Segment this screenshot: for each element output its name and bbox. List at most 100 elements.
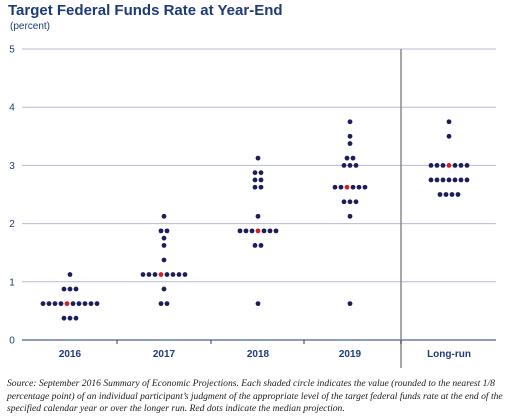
participant-dot — [428, 177, 434, 183]
participant-dot — [40, 301, 46, 307]
y-tick-label: 3 — [9, 161, 15, 172]
y-axis-ticks: 0 1 2 3 4 5 — [9, 45, 15, 347]
median-dot — [255, 228, 261, 234]
chart-title: Target Federal Funds Rate at Year-End — [8, 2, 283, 19]
participant-dot — [446, 133, 452, 139]
chart-footnote: Source: September 2016 Summary of Econom… — [7, 378, 503, 414]
participant-dot — [161, 257, 167, 263]
participant-dot — [267, 228, 273, 234]
x-category-label: 2016 — [59, 349, 82, 360]
participant-dot — [353, 163, 359, 168]
participant-dot — [252, 177, 258, 183]
participant-dot — [161, 243, 167, 248]
y-tick-label: 5 — [9, 45, 15, 56]
participant-dot — [434, 163, 440, 168]
participant-dot — [82, 301, 88, 307]
participant-dot — [452, 177, 458, 183]
participant-dot — [73, 286, 79, 292]
participant-dot — [350, 155, 356, 161]
participant-dot — [152, 272, 158, 277]
participant-dot — [452, 163, 458, 168]
dot-plot: 0 1 2 3 4 5 2016 2017 2018 2019 Long-run — [9, 45, 496, 368]
x-category-label: 2018 — [247, 349, 270, 360]
participant-dot — [252, 184, 258, 190]
participant-dot — [46, 301, 52, 307]
participant-dot — [443, 192, 449, 197]
participant-dot — [347, 133, 353, 139]
participant-dot — [161, 286, 167, 292]
median-dot — [344, 184, 350, 190]
participant-dot — [347, 119, 353, 125]
participant-dot — [170, 272, 176, 277]
participant-dot — [70, 301, 76, 307]
participant-dot — [67, 315, 73, 321]
participant-dot — [258, 184, 264, 190]
participant-dot — [353, 199, 359, 205]
participant-dot — [176, 272, 182, 277]
participant-dot — [67, 272, 73, 277]
participant-dot — [362, 184, 368, 190]
participant-dot — [356, 184, 362, 190]
participant-dot — [61, 315, 67, 321]
participant-dot — [338, 184, 344, 190]
y-tick-label: 1 — [9, 277, 15, 288]
participant-dot — [428, 163, 434, 168]
participant-dot — [350, 184, 356, 190]
participant-dot — [158, 228, 164, 234]
participant-dot — [249, 228, 255, 234]
participant-dot — [258, 243, 264, 248]
participant-dot — [440, 163, 446, 168]
participant-dot — [52, 301, 58, 307]
participant-dot — [67, 286, 73, 292]
participant-dot — [347, 141, 353, 146]
x-category-label: Long-run — [427, 349, 471, 360]
participant-dot — [341, 199, 347, 205]
participant-dot — [58, 301, 64, 307]
participant-dot — [76, 301, 82, 307]
participant-dot — [440, 177, 446, 183]
dots — [40, 119, 470, 321]
participant-dot — [273, 228, 279, 234]
participant-dot — [164, 272, 170, 277]
chart-subtitle: (percent) — [10, 21, 51, 32]
participant-dot — [252, 243, 258, 248]
x-category-label: 2017 — [153, 349, 176, 360]
participant-dot — [255, 213, 261, 219]
participant-dot — [146, 272, 152, 277]
participant-dot — [446, 177, 452, 183]
participant-dot — [449, 192, 455, 197]
participant-dot — [344, 155, 350, 161]
y-tick-label: 2 — [9, 219, 15, 230]
median-dot — [158, 272, 164, 277]
participant-dot — [88, 301, 94, 307]
participant-dot — [252, 170, 258, 176]
participant-dot — [140, 272, 146, 277]
participant-dot — [94, 301, 100, 307]
participant-dot — [332, 184, 338, 190]
participant-dot — [458, 177, 464, 183]
participant-dot — [258, 170, 264, 176]
gridlines — [22, 48, 496, 368]
participant-dot — [347, 163, 353, 168]
median-dot — [446, 163, 452, 168]
participant-dot — [464, 163, 470, 168]
participant-dot — [455, 192, 461, 197]
participant-dot — [243, 228, 249, 234]
median-dot — [64, 301, 70, 307]
participant-dot — [458, 163, 464, 168]
participant-dot — [341, 163, 347, 168]
y-tick-label: 4 — [9, 103, 15, 114]
participant-dot — [258, 177, 264, 183]
participant-dot — [437, 192, 443, 197]
participant-dot — [73, 315, 79, 321]
participant-dot — [164, 228, 170, 234]
participant-dot — [347, 213, 353, 219]
participant-dot — [464, 177, 470, 183]
participant-dot — [161, 235, 167, 241]
participant-dot — [237, 228, 243, 234]
participant-dot — [161, 213, 167, 219]
participant-dot — [347, 301, 353, 307]
participant-dot — [61, 286, 67, 292]
participant-dot — [255, 301, 261, 307]
participant-dot — [434, 177, 440, 183]
